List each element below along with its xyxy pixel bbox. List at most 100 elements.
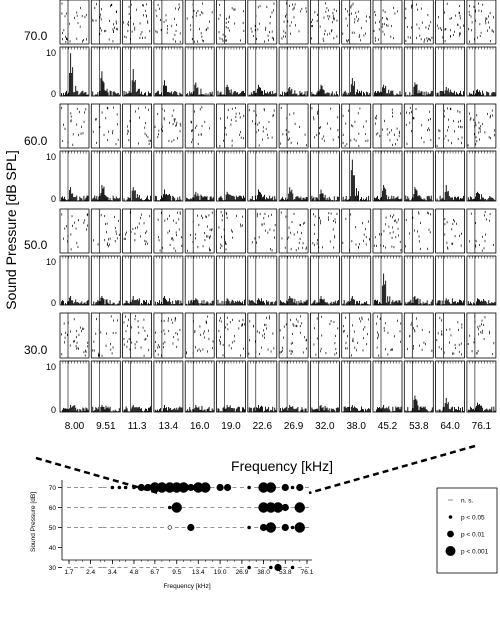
psth-panel [90, 255, 121, 306]
psth-panel [435, 150, 466, 202]
psth-panel [309, 360, 340, 413]
psth-panel [466, 150, 497, 202]
dotplot-y-tick: 40 [49, 545, 57, 552]
raster-panel [90, 0, 121, 45]
raster-panel [435, 103, 466, 149]
psth-panel [435, 46, 466, 97]
marker-p01 [187, 483, 195, 492]
raster-panel [403, 103, 434, 149]
raster-panel [435, 0, 466, 45]
raster-panel [122, 0, 152, 45]
raster-panel [216, 0, 246, 45]
psth-panel [278, 46, 309, 97]
raster-panel [372, 208, 403, 254]
dotplot-y-tick: 70 [49, 485, 57, 492]
raster-panel [90, 208, 121, 254]
psth-ymax-label: 10 [46, 362, 56, 372]
psth-panel [278, 150, 309, 202]
marker-p001 [258, 502, 269, 513]
raster-psth-grid: 10 0 10 0 10 0 10 0 [46, 0, 497, 415]
marker-p05 [290, 525, 295, 530]
psth-panel [216, 46, 246, 97]
psth-panel [122, 46, 152, 97]
frequency-labels: 8.00 9.51 11.3 13.4 16.0 19.0 22.6 26.9 32.0 38.0… [65, 421, 492, 432]
marker-p01 [187, 523, 195, 532]
marker-p001 [265, 522, 277, 533]
psth-panel [122, 150, 152, 202]
psth-ymin-label: 0 [51, 194, 56, 204]
psth-panel [403, 46, 434, 97]
psth-panel [216, 360, 246, 413]
dotplot-x-tick: 19.0 [214, 569, 227, 576]
psth-ymax-label: 10 [46, 152, 56, 162]
dotplot-x-tick: 76.1 [301, 569, 314, 576]
psth-panel [435, 255, 466, 306]
psth-panel [278, 360, 309, 413]
psth-panel [309, 255, 340, 306]
marker-p001 [258, 482, 269, 493]
raster-panel [122, 208, 152, 254]
legend-label: p < 0.05 [461, 515, 485, 522]
frequency-label: 53.8 [409, 421, 429, 432]
psth-panel [435, 360, 466, 413]
dotplot-x-tick: 3.4 [108, 569, 117, 576]
psth-panel [247, 360, 278, 413]
raster-panel [278, 0, 309, 45]
psth-panel [372, 46, 403, 97]
psth-panel [122, 360, 152, 413]
raster-panel [341, 312, 372, 359]
raster-panel [372, 0, 403, 45]
raster-panel [184, 312, 215, 359]
raster-panel [184, 103, 215, 149]
legend: n. s. p < 0.05 p < 0.01 p < 0.001 [436, 487, 498, 574]
dotplot-x-tick: 2.4 [86, 569, 95, 576]
frequency-label: 9.51 [96, 421, 116, 432]
psth-panel [90, 46, 121, 97]
psth-panel [153, 255, 184, 306]
psth-panel [466, 360, 497, 413]
frequency-label: 11.3 [128, 421, 147, 432]
marker-p05 [117, 485, 122, 490]
frequency-label: 38.0 [346, 421, 366, 432]
marker-p05 [290, 485, 295, 490]
marker-p01 [296, 483, 304, 492]
dotplot-x-tick: 1.7 [64, 569, 73, 576]
marker-p05 [269, 565, 273, 570]
raster-panel [90, 312, 121, 359]
marker-p001 [178, 482, 189, 493]
raster-panel [278, 208, 309, 254]
psth-panel [466, 255, 497, 306]
marker-p001 [156, 482, 168, 493]
raster-panel [216, 312, 246, 359]
dotplot-x-tick: 13.4 [192, 569, 205, 576]
marker-p05 [132, 485, 136, 490]
raster-panel [372, 103, 403, 149]
psth-panel [184, 255, 215, 306]
frequency-label: 16.0 [190, 421, 210, 432]
dotplot-x-tick: 6.7 [150, 569, 159, 576]
raster-panel [153, 0, 184, 45]
dotplot-x-tick: 53.8 [279, 569, 292, 576]
marker-p05 [290, 565, 295, 570]
raster-panel [309, 0, 340, 45]
raster-panel [247, 312, 278, 359]
frequency-label: 13.4 [159, 421, 179, 432]
raster-panel [403, 208, 434, 254]
psth-panel [184, 150, 215, 202]
marker-p05 [247, 525, 251, 530]
raster-panel [309, 208, 340, 254]
psth-panel [372, 150, 403, 202]
dotplot-x-tick: 9.5 [172, 569, 181, 576]
psth-panel [247, 46, 278, 97]
raster-panel [309, 103, 340, 149]
marker-p01 [281, 483, 289, 492]
psth-panel [184, 46, 215, 97]
psth-ymin-label: 0 [51, 298, 56, 308]
raster-panel [184, 0, 215, 45]
psth-panel [341, 360, 372, 413]
marker-p001 [272, 502, 284, 513]
frequency-label: 19.0 [221, 421, 241, 432]
dotplot-x-tick: 4.8 [129, 569, 138, 576]
marker-p01 [259, 523, 268, 532]
